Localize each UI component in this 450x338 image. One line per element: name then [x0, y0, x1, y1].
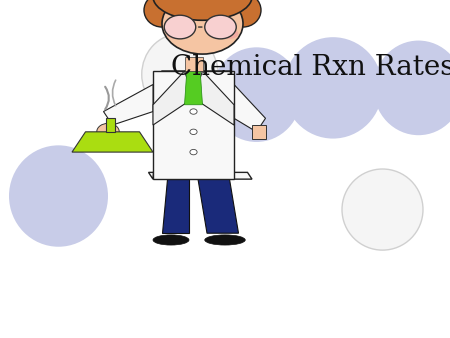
Ellipse shape	[144, 0, 180, 27]
Polygon shape	[153, 71, 194, 125]
Ellipse shape	[166, 29, 184, 39]
Circle shape	[190, 149, 197, 155]
Circle shape	[162, 0, 243, 54]
Polygon shape	[153, 71, 234, 179]
Polygon shape	[252, 125, 266, 139]
Polygon shape	[104, 84, 153, 125]
Ellipse shape	[374, 41, 450, 135]
Ellipse shape	[9, 145, 108, 247]
Polygon shape	[72, 132, 153, 152]
Ellipse shape	[342, 169, 423, 250]
Circle shape	[205, 15, 236, 39]
Circle shape	[190, 109, 197, 114]
Circle shape	[97, 123, 119, 140]
Polygon shape	[106, 118, 115, 132]
Polygon shape	[194, 71, 234, 125]
Polygon shape	[184, 71, 202, 105]
Polygon shape	[162, 179, 189, 233]
Polygon shape	[234, 84, 266, 132]
Ellipse shape	[153, 235, 189, 245]
Circle shape	[164, 15, 196, 39]
Ellipse shape	[212, 47, 302, 142]
Polygon shape	[198, 179, 238, 233]
Polygon shape	[148, 71, 252, 179]
Circle shape	[190, 129, 197, 135]
Ellipse shape	[142, 34, 218, 115]
Ellipse shape	[205, 235, 245, 245]
Ellipse shape	[153, 0, 252, 20]
Polygon shape	[184, 57, 202, 71]
Text: Chemical Rxn Rates: Chemical Rxn Rates	[171, 54, 450, 81]
Ellipse shape	[220, 29, 238, 39]
Ellipse shape	[284, 37, 382, 139]
Ellipse shape	[225, 0, 261, 27]
